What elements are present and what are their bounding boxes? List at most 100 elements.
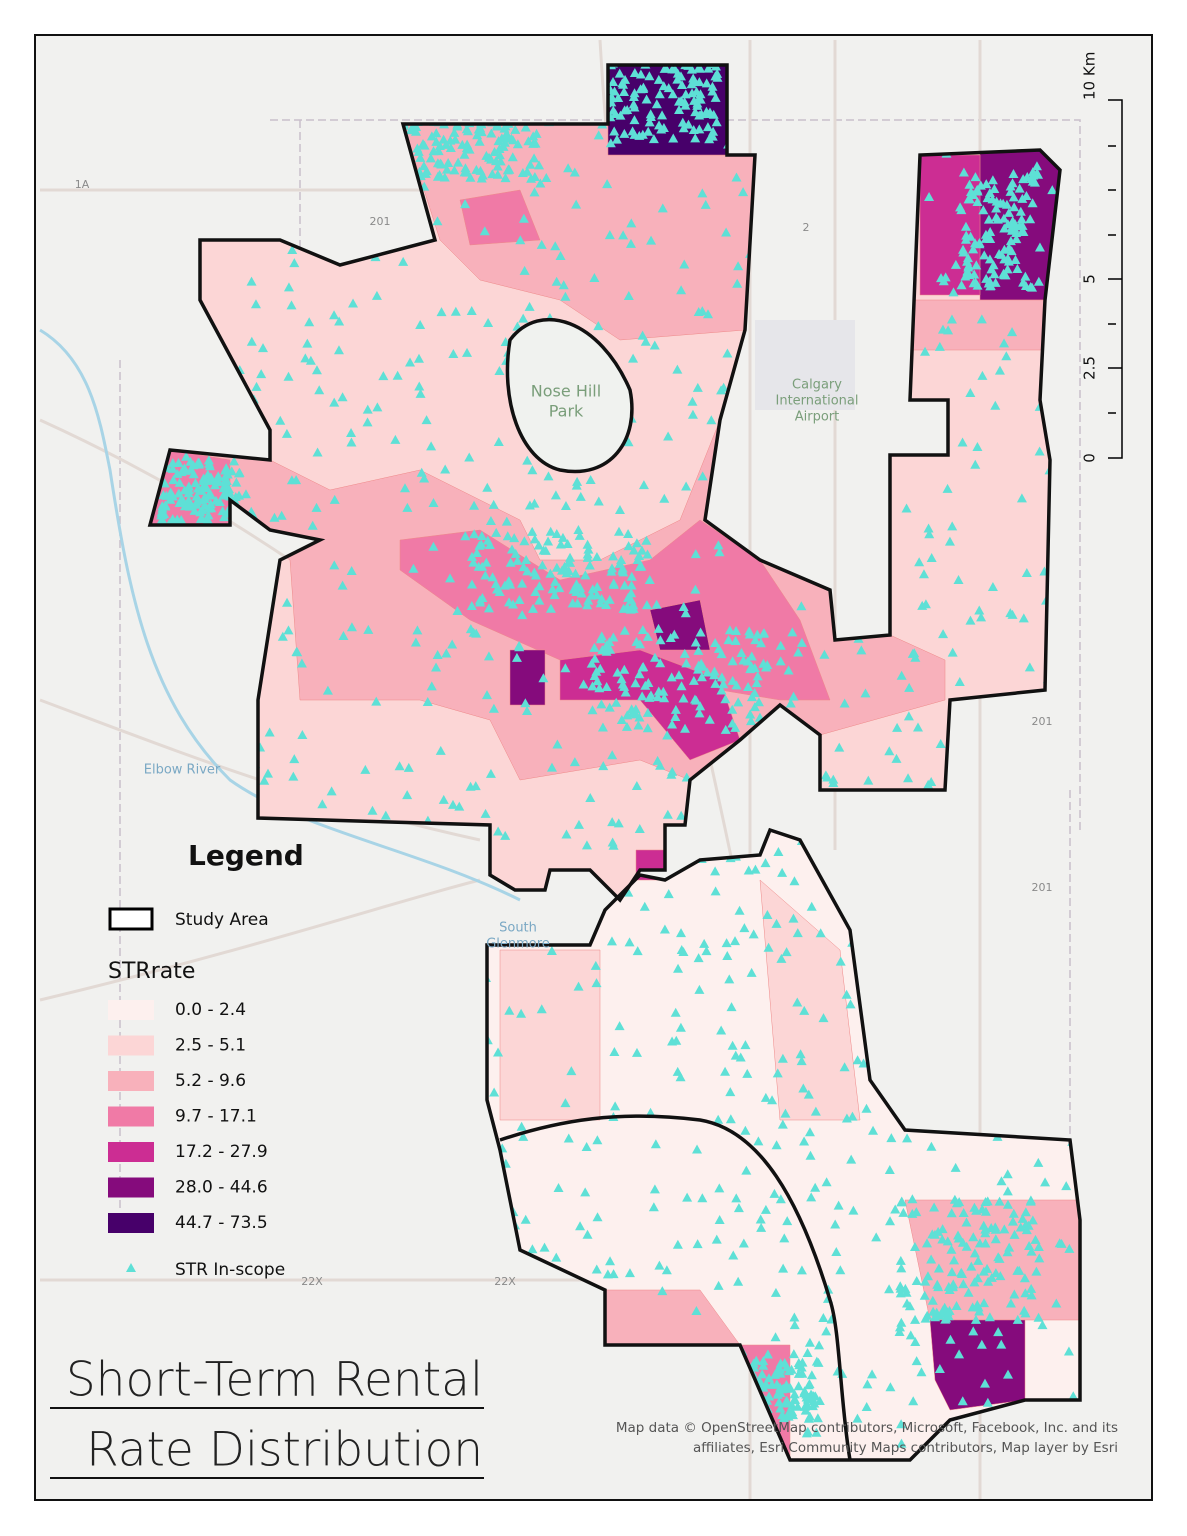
str-point bbox=[1068, 1391, 1079, 1401]
str-point bbox=[501, 516, 512, 526]
str-point bbox=[646, 235, 657, 245]
str-point bbox=[662, 730, 673, 740]
str-point bbox=[988, 260, 999, 270]
str-point bbox=[820, 770, 831, 780]
str-point bbox=[441, 164, 452, 174]
str-point bbox=[604, 702, 615, 712]
str-point bbox=[619, 625, 630, 635]
str-point bbox=[640, 680, 651, 690]
str-point bbox=[908, 1396, 919, 1406]
str-point bbox=[770, 1287, 781, 1297]
str-point bbox=[173, 457, 184, 467]
str-point bbox=[428, 541, 439, 551]
str-point bbox=[602, 1269, 613, 1279]
str-point bbox=[441, 648, 452, 658]
str-point bbox=[466, 579, 477, 589]
str-point bbox=[871, 1232, 882, 1242]
str-point bbox=[477, 593, 488, 603]
str-point bbox=[650, 1139, 661, 1149]
str-point bbox=[963, 1287, 974, 1297]
str-point bbox=[597, 644, 608, 654]
str-point bbox=[809, 1398, 820, 1408]
str-point bbox=[435, 745, 446, 755]
str-point bbox=[434, 170, 445, 180]
str-point bbox=[581, 840, 592, 850]
str-point bbox=[702, 667, 713, 677]
str-point bbox=[659, 65, 670, 73]
str-point bbox=[432, 649, 443, 659]
str-point bbox=[789, 1389, 800, 1399]
scale-label: 2.5 bbox=[1081, 356, 1099, 380]
str-point bbox=[718, 382, 729, 392]
str-point bbox=[713, 643, 724, 653]
str-point bbox=[681, 481, 692, 491]
str-point bbox=[679, 648, 690, 658]
str-point bbox=[634, 823, 645, 833]
str-point bbox=[575, 1221, 586, 1231]
str-point bbox=[784, 1366, 795, 1376]
str-point bbox=[302, 338, 313, 348]
str-point bbox=[515, 235, 526, 245]
str-point bbox=[676, 810, 687, 820]
str-point bbox=[1017, 220, 1028, 230]
str-point bbox=[964, 179, 975, 189]
str-point bbox=[741, 1165, 752, 1175]
str-point bbox=[494, 143, 505, 153]
str-point bbox=[527, 465, 538, 475]
str-point bbox=[623, 592, 634, 602]
str-point bbox=[695, 627, 706, 637]
zone bbox=[909, 299, 1046, 351]
str-point bbox=[778, 1263, 789, 1273]
str-point bbox=[968, 244, 979, 254]
str-point bbox=[693, 953, 704, 963]
str-point bbox=[380, 810, 391, 820]
str-point bbox=[575, 491, 586, 501]
str-point bbox=[904, 682, 915, 692]
str-point bbox=[858, 1058, 869, 1068]
str-point bbox=[392, 370, 403, 380]
str-point bbox=[958, 167, 969, 177]
str-point bbox=[520, 122, 531, 132]
str-point bbox=[608, 840, 619, 850]
str-point bbox=[993, 1327, 1004, 1337]
str-point bbox=[799, 1136, 810, 1146]
str-point bbox=[619, 664, 630, 674]
str-point bbox=[562, 538, 573, 548]
str-point bbox=[638, 84, 649, 94]
str-point bbox=[486, 128, 497, 138]
str-point bbox=[680, 723, 691, 733]
str-point bbox=[1054, 1238, 1065, 1248]
str-point bbox=[551, 276, 562, 286]
str-point bbox=[916, 1367, 927, 1377]
str-point bbox=[593, 130, 604, 140]
str-point bbox=[642, 723, 653, 733]
str-point bbox=[1023, 1220, 1034, 1230]
str-point bbox=[519, 265, 530, 275]
str-point bbox=[466, 601, 477, 611]
str-point bbox=[713, 540, 724, 550]
str-point bbox=[428, 146, 439, 156]
scale-line bbox=[1108, 99, 1123, 459]
str-point bbox=[852, 1413, 863, 1423]
str-point bbox=[995, 1271, 1006, 1281]
str-point bbox=[814, 1340, 825, 1350]
str-point bbox=[492, 161, 503, 171]
str-point bbox=[560, 291, 571, 301]
str-point bbox=[190, 478, 201, 488]
str-point bbox=[531, 128, 542, 138]
str-point bbox=[726, 1002, 737, 1012]
str-point bbox=[815, 928, 826, 938]
str-point bbox=[969, 1248, 980, 1258]
str-point bbox=[362, 417, 373, 427]
str-point bbox=[522, 166, 533, 176]
str-point bbox=[802, 1426, 813, 1436]
str-point bbox=[811, 1427, 822, 1437]
class-swatch bbox=[108, 1177, 154, 1198]
str-point bbox=[802, 1348, 813, 1358]
str-point bbox=[942, 483, 953, 493]
str-point bbox=[449, 127, 460, 137]
str-point bbox=[691, 86, 702, 96]
str-point bbox=[334, 316, 345, 326]
str-point bbox=[938, 1305, 949, 1315]
str-point bbox=[710, 678, 721, 688]
